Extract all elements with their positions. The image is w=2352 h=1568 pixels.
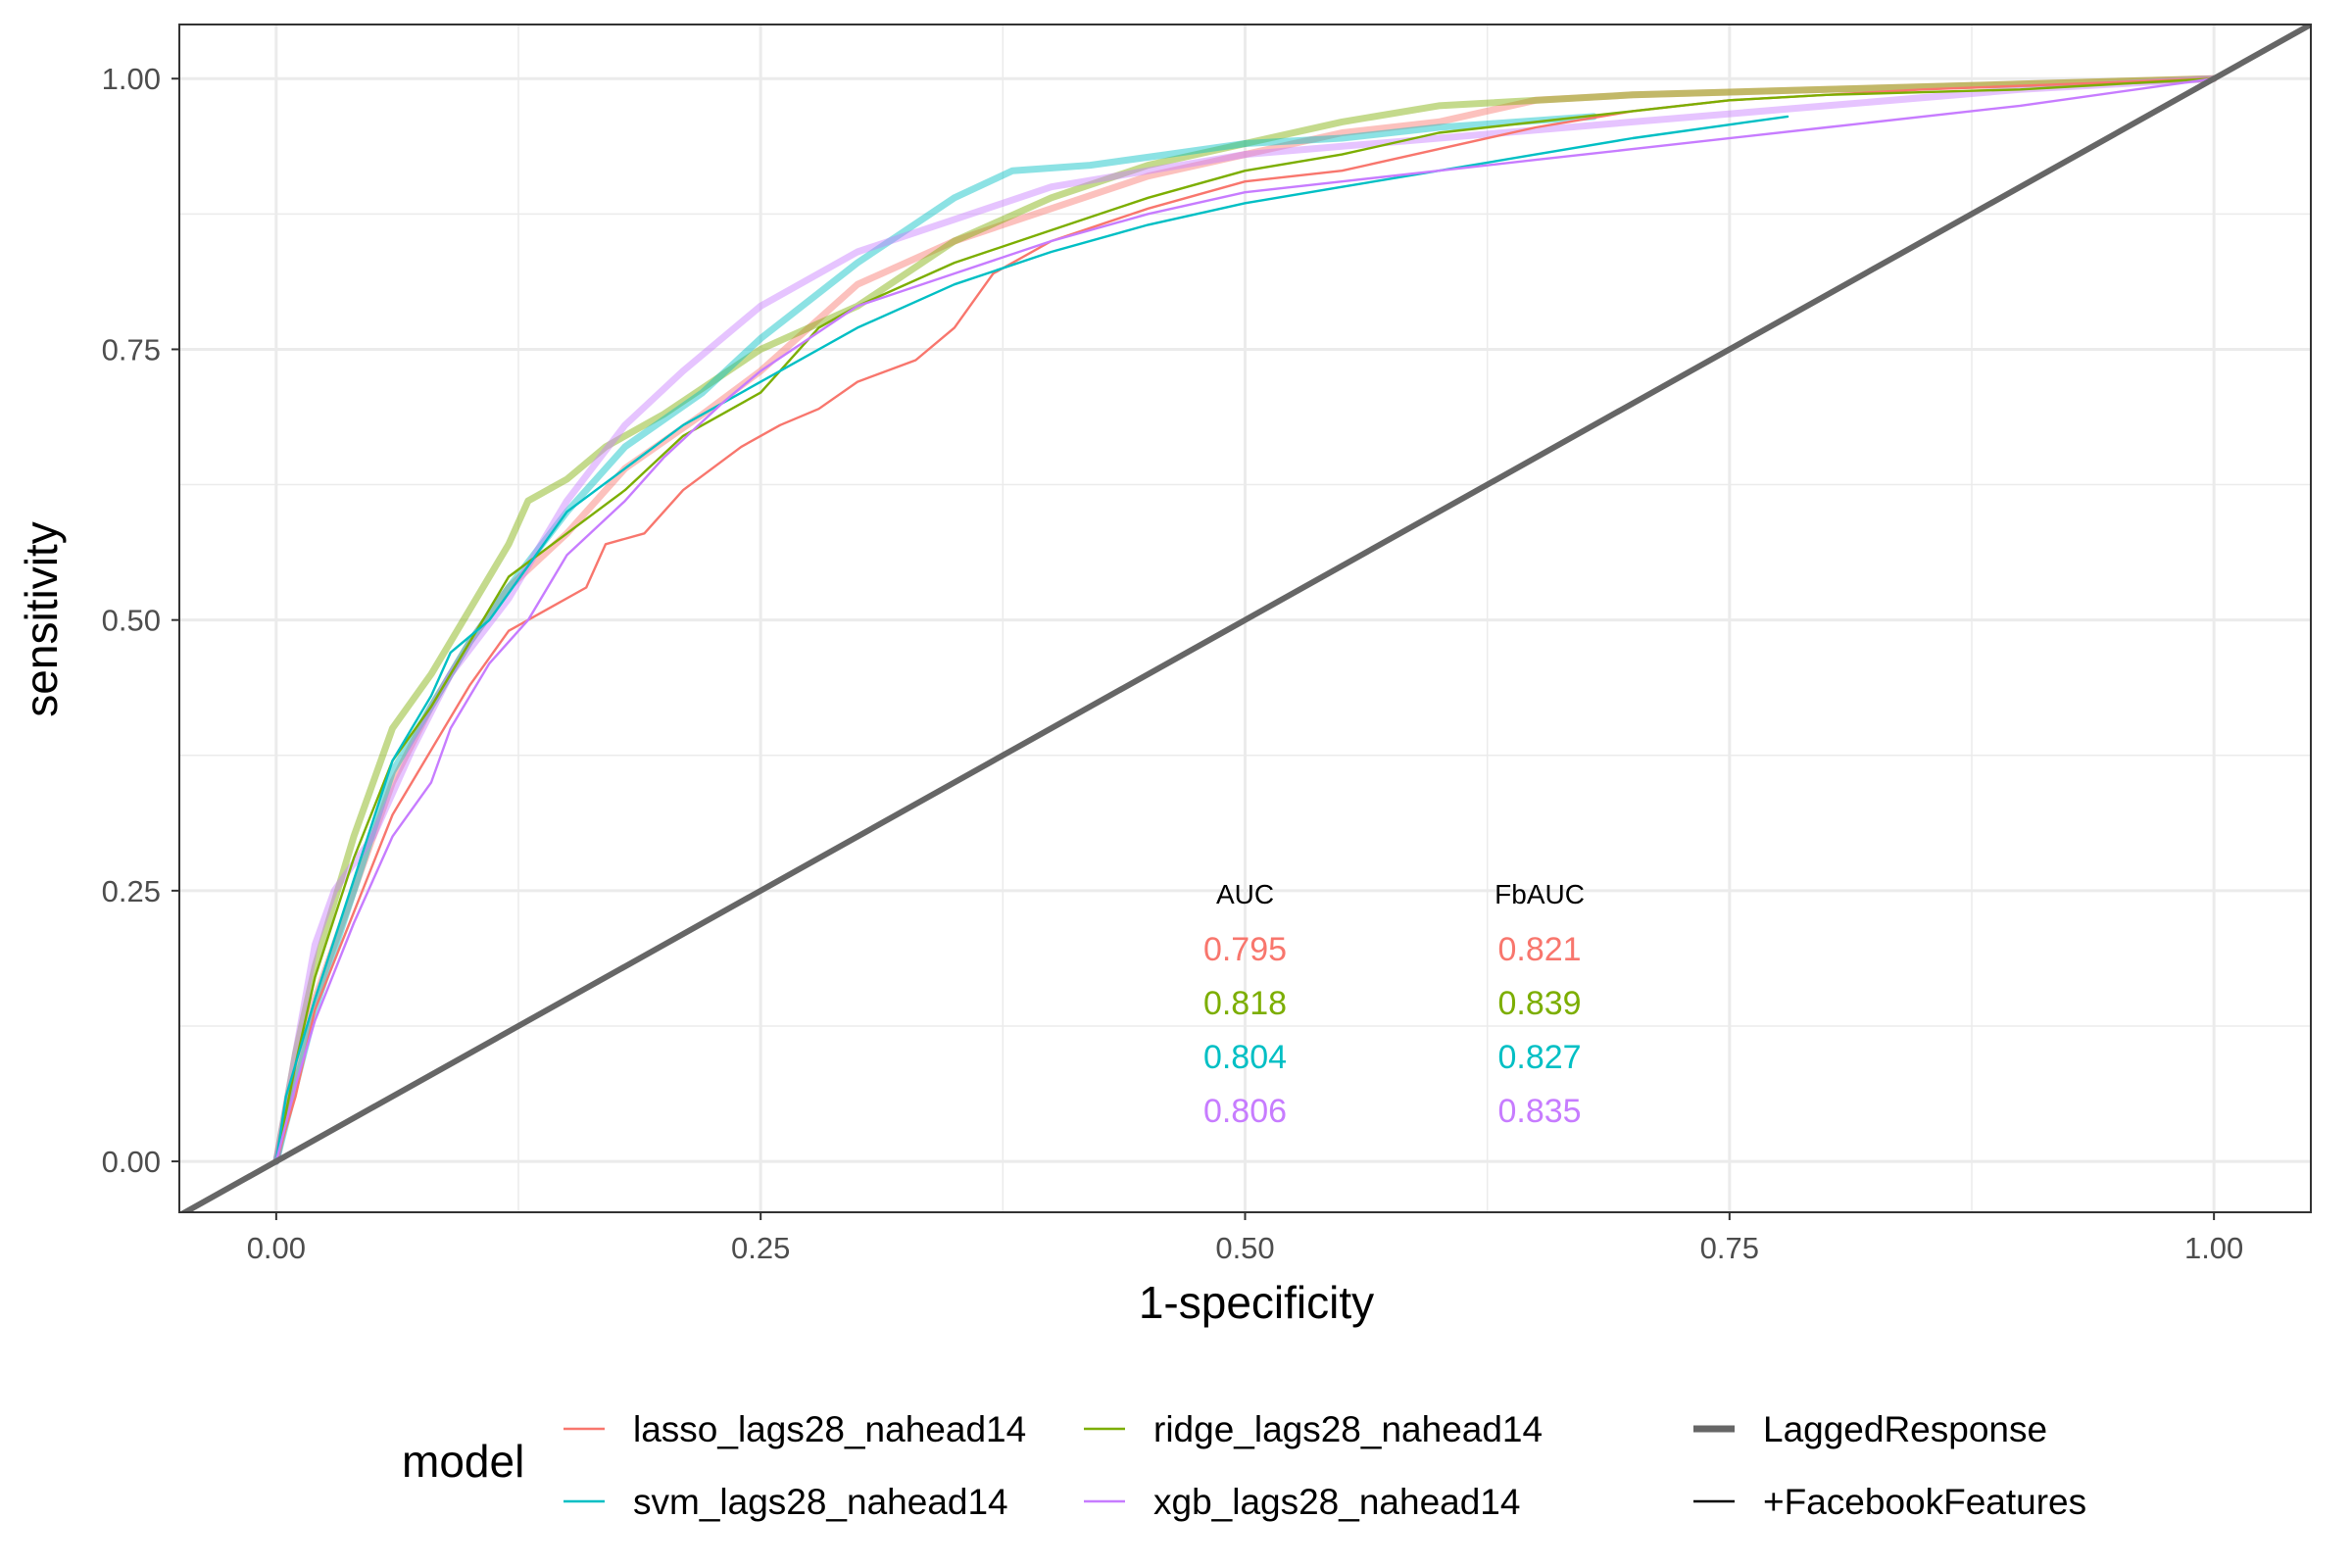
fbauc-header: FbAUC: [1494, 879, 1585, 909]
x-tick-label: 0.00: [247, 1231, 306, 1265]
y-tick-label: 0.00: [102, 1145, 161, 1179]
legend-label: xgb_lags28_nahead14: [1153, 1482, 1520, 1522]
y-tick-label: 0.75: [102, 332, 161, 367]
fbauc-value: 0.821: [1497, 931, 1581, 968]
y-axis-title: sensitivity: [16, 521, 67, 716]
auc-header: AUC: [1216, 879, 1274, 909]
plot-panel: AUC FbAUC 0.795 0.821 0.818 0.839 0.804 0.827 0.…: [178, 24, 2312, 1213]
fbauc-value: 0.839: [1497, 985, 1581, 1022]
auc-value: 0.795: [1203, 931, 1287, 968]
roc-curve-lasso_lags28_nahead14-facebook: [274, 76, 2216, 1163]
x-axis-ticks: 0.00 0.25 0.50 0.75 1.00: [247, 1212, 2243, 1265]
y-tick-label: 1.00: [102, 62, 161, 96]
y-tick-label: 0.50: [102, 604, 161, 638]
auc-table: AUC FbAUC 0.795 0.821 0.818 0.839 0.804 0.827 0.…: [1203, 879, 1585, 1130]
fbauc-value: 0.835: [1497, 1093, 1581, 1130]
roc-curve-xgb_lags28_nahead14-lagged: [272, 74, 2218, 1165]
roc-curve-svm_lags28_nahead14-lagged: [272, 113, 1597, 1165]
legend-label: LaggedResponse: [1763, 1409, 2047, 1449]
reference-diagonal: [179, 24, 2311, 1212]
major-gridlines: [179, 24, 2311, 1212]
roc-curves: [272, 74, 2218, 1165]
legend: model lasso_lags28_nahead14 ridge_lags28_…: [402, 1409, 2086, 1522]
legend-label: svm_lags28_nahead14: [633, 1482, 1008, 1522]
x-axis-title: 1-specificity: [1139, 1277, 1374, 1328]
roc-curve-xgb_lags28_nahead14-facebook: [274, 76, 2216, 1163]
x-tick-label: 0.75: [1700, 1231, 1759, 1265]
y-tick-label: 0.25: [102, 874, 161, 908]
x-tick-label: 0.25: [731, 1231, 790, 1265]
legend-label: lasso_lags28_nahead14: [633, 1409, 1026, 1449]
roc-curve-svm_lags28_nahead14-facebook: [274, 115, 1789, 1163]
legend-label: ridge_lags28_nahead14: [1153, 1409, 1543, 1449]
roc-curve-ridge_lags28_nahead14-lagged: [272, 74, 2218, 1165]
auc-value: 0.806: [1203, 1093, 1287, 1130]
y-axis-ticks: 0.00 0.25 0.50 0.75 1.00: [102, 62, 179, 1179]
auc-value: 0.804: [1203, 1039, 1287, 1076]
legend-label: +FacebookFeatures: [1763, 1482, 2086, 1522]
x-tick-label: 0.50: [1215, 1231, 1274, 1265]
fbauc-value: 0.827: [1497, 1039, 1581, 1076]
legend-title: model: [402, 1436, 524, 1487]
auc-value: 0.818: [1203, 985, 1287, 1022]
legend-items: lasso_lags28_nahead14 ridge_lags28_nahead…: [564, 1409, 2086, 1522]
x-tick-label: 1.00: [2184, 1231, 2243, 1265]
roc-curve-lasso_lags28_nahead14-lagged: [272, 74, 2218, 1165]
